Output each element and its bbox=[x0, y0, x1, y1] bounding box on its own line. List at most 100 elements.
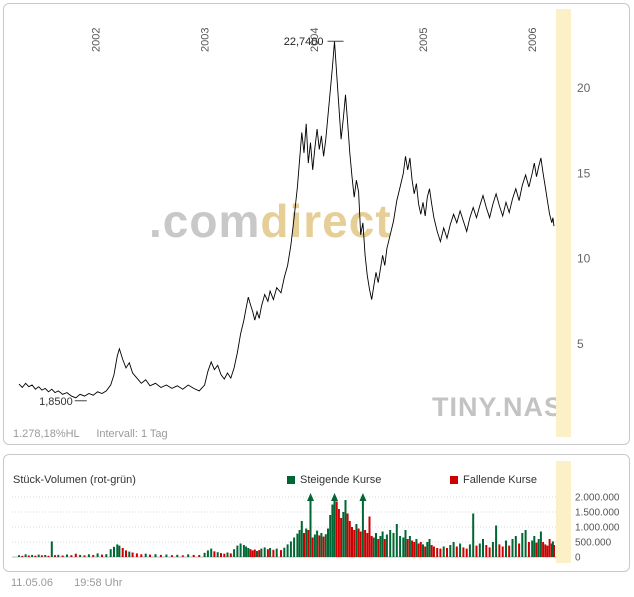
footer-time: 19:58 Uhr bbox=[74, 577, 123, 589]
volume-bar bbox=[266, 549, 269, 557]
change-percent-label: 1.278,18%HL bbox=[13, 428, 80, 440]
volume-bar bbox=[404, 530, 407, 557]
year-label: 2004 bbox=[309, 28, 321, 52]
volume-bar bbox=[364, 530, 367, 557]
legend-label-falling: Fallende Kurse bbox=[463, 474, 537, 486]
volume-bar bbox=[511, 539, 514, 557]
volume-bar bbox=[256, 551, 258, 557]
volume-bar bbox=[165, 554, 168, 557]
volume-bar bbox=[40, 555, 43, 557]
volume-bar bbox=[475, 545, 478, 557]
volume-bar bbox=[537, 539, 540, 557]
volume-bar bbox=[313, 534, 316, 557]
price-chart-canvas: 2002 2003 2004 2005 2006 5 10 15 20 22,7400 1,8500 bbox=[18, 9, 591, 437]
volume-bar bbox=[406, 539, 409, 557]
volume-bar bbox=[488, 547, 491, 557]
volume-bar bbox=[83, 555, 86, 557]
volume-bar bbox=[253, 549, 256, 557]
volume-bar bbox=[280, 550, 282, 557]
volume-bar bbox=[286, 544, 289, 557]
watermark-direct: direct bbox=[260, 195, 392, 247]
volume-bar bbox=[144, 553, 147, 557]
volume-bar bbox=[289, 541, 292, 557]
volume-bar bbox=[359, 531, 362, 557]
volume-bar bbox=[381, 531, 384, 557]
volume-bar bbox=[455, 546, 458, 557]
volume-bar bbox=[213, 551, 216, 557]
volume-bar bbox=[74, 553, 77, 557]
volume-bar bbox=[465, 548, 468, 557]
volume-tick-label: 500.000 bbox=[575, 538, 612, 549]
volume-panel: Stück-Volumen (rot-grün) Steigende Kurse… bbox=[3, 454, 630, 572]
volume-bar bbox=[372, 537, 375, 557]
volume-bar bbox=[411, 540, 414, 557]
volume-bar bbox=[370, 536, 373, 557]
volume-bar bbox=[355, 524, 358, 557]
volume-bar bbox=[125, 550, 127, 557]
volume-bar bbox=[428, 539, 431, 557]
volume-bar bbox=[316, 530, 319, 557]
volume-bar bbox=[311, 537, 314, 557]
legend-item-falling: Fallende Kurse bbox=[450, 474, 537, 486]
volume-bar bbox=[269, 548, 272, 557]
volume-bar bbox=[508, 545, 511, 557]
volume-bar bbox=[210, 548, 213, 557]
footer-date: 11.05.06 bbox=[11, 577, 54, 589]
volume-panel-title: Stück-Volumen (rot-grün) bbox=[13, 474, 136, 486]
volume-bar bbox=[307, 530, 310, 557]
volume-bar bbox=[544, 544, 547, 557]
low-value-label: 1,8500 bbox=[39, 396, 73, 408]
volume-bar bbox=[249, 549, 252, 557]
volume-bar bbox=[377, 539, 380, 557]
volume-bar bbox=[383, 539, 386, 557]
volume-bar bbox=[105, 554, 108, 558]
volume-bar bbox=[50, 541, 53, 557]
price-panel: .comdirect TINY.NAS 2002 2003 2004 2005 2006… bbox=[3, 3, 630, 445]
volume-bar bbox=[551, 541, 554, 557]
volume-bar bbox=[101, 554, 103, 557]
volume-bar bbox=[296, 533, 299, 557]
price-tick-label: 15 bbox=[577, 166, 591, 180]
volume-bar bbox=[375, 533, 377, 557]
volume-bar bbox=[181, 555, 184, 557]
volume-bar bbox=[482, 539, 484, 557]
volume-bar bbox=[446, 548, 448, 557]
volume-bar bbox=[27, 555, 30, 557]
volume-bar bbox=[415, 539, 418, 557]
volume-bar bbox=[439, 548, 442, 557]
volume-bar bbox=[24, 554, 27, 557]
legend-item-rising: Steigende Kurse bbox=[287, 474, 381, 486]
volume-bar bbox=[385, 534, 388, 557]
volume-bar bbox=[333, 495, 336, 557]
volume-bar bbox=[491, 542, 494, 557]
volume-bar bbox=[226, 552, 229, 557]
volume-bar bbox=[229, 553, 232, 557]
volume-bar bbox=[149, 554, 151, 557]
volume-bar bbox=[432, 546, 435, 557]
volume-bar bbox=[159, 554, 162, 557]
volume-bar bbox=[402, 537, 405, 557]
volume-bar bbox=[342, 512, 345, 557]
volume-bar bbox=[357, 528, 360, 557]
volume-bar bbox=[329, 515, 332, 557]
volume-bar bbox=[206, 550, 209, 557]
volume-bar bbox=[430, 545, 433, 557]
volume-bar bbox=[96, 553, 99, 557]
volume-bar bbox=[361, 495, 364, 557]
volume-bar bbox=[424, 546, 427, 557]
volume-bar bbox=[389, 530, 392, 557]
volume-bar bbox=[495, 525, 498, 557]
volume-bar bbox=[344, 500, 347, 557]
volume-bar bbox=[340, 518, 343, 557]
volume-bar bbox=[242, 545, 245, 557]
volume-bar bbox=[233, 549, 236, 557]
rising-color-swatch bbox=[287, 476, 295, 484]
volume-bar bbox=[553, 545, 555, 557]
year-label: 2006 bbox=[527, 28, 539, 52]
volume-bar bbox=[47, 555, 50, 557]
volume-bar bbox=[300, 521, 303, 557]
volume-bar bbox=[478, 543, 481, 557]
volume-bar bbox=[18, 555, 20, 557]
volume-bar bbox=[331, 504, 334, 557]
